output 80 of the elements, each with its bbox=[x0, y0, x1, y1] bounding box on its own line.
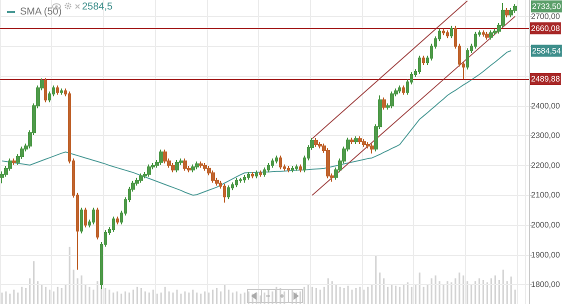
candlestick bbox=[175, 160, 179, 173]
candlestick bbox=[489, 30, 493, 40]
candlestick bbox=[279, 155, 282, 170]
candlestick bbox=[247, 171, 250, 180]
candlestick bbox=[354, 136, 358, 144]
y-tick-label: 1800,00 bbox=[531, 280, 560, 290]
candlestick bbox=[12, 158, 16, 166]
candlestick bbox=[446, 30, 449, 39]
candlestick bbox=[223, 183, 226, 204]
y-tick-label: 2300,00 bbox=[531, 131, 560, 140]
ref-line-label: 2489,88 bbox=[531, 74, 560, 84]
annotation: 2584,5 bbox=[82, 2, 114, 12]
annotation: 2584,54 bbox=[532, 46, 562, 56]
candlestick bbox=[291, 166, 294, 173]
candlestick bbox=[362, 138, 366, 148]
candlestick bbox=[450, 25, 453, 39]
candlestick bbox=[56, 85, 59, 96]
candlestick bbox=[482, 30, 485, 38]
candlestick bbox=[60, 88, 63, 96]
candlestick bbox=[251, 171, 254, 179]
candlestick bbox=[350, 137, 354, 144]
annotation: 2733,50 bbox=[532, 2, 562, 11]
candlestick bbox=[287, 166, 290, 173]
candlestick bbox=[199, 161, 203, 168]
y-tick-label: 2400,00 bbox=[531, 101, 560, 110]
candlestick bbox=[509, 8, 513, 18]
candlestick bbox=[139, 172, 143, 184]
candlestick bbox=[505, 8, 509, 18]
candlestick bbox=[442, 28, 445, 36]
candlestick bbox=[191, 164, 195, 173]
candlestick bbox=[44, 78, 47, 103]
candlestick bbox=[299, 164, 302, 173]
y-tick-label: 2700,00 bbox=[531, 12, 560, 21]
candlestick bbox=[382, 96, 386, 110]
candlestick bbox=[171, 162, 175, 173]
candlestick bbox=[211, 170, 215, 184]
candlestick bbox=[84, 207, 87, 228]
y-tick-label: 1900,00 bbox=[531, 250, 560, 260]
y-tick-label: 2200,00 bbox=[531, 160, 560, 170]
candlestick bbox=[358, 136, 362, 144]
candlestick bbox=[318, 142, 322, 149]
y-tick-label: 2100,00 bbox=[531, 190, 560, 200]
candlestick bbox=[183, 158, 187, 172]
candlestick bbox=[255, 170, 258, 179]
candlestick bbox=[422, 55, 425, 66]
candlestick bbox=[271, 158, 274, 168]
ref-line-label: 2660,08 bbox=[531, 24, 560, 33]
candlestick bbox=[466, 48, 469, 70]
candlestick bbox=[195, 161, 199, 170]
candlestick bbox=[147, 164, 151, 178]
candlestick bbox=[314, 137, 318, 148]
candlestick bbox=[239, 177, 242, 184]
candlestick bbox=[295, 164, 298, 172]
candlestick bbox=[227, 184, 230, 200]
candlestick bbox=[92, 207, 95, 225]
candlestick bbox=[159, 149, 163, 166]
candlestick bbox=[326, 148, 330, 179]
candlestick bbox=[370, 143, 374, 154]
candlestick bbox=[402, 85, 405, 96]
candlestick bbox=[275, 155, 278, 164]
candlestick bbox=[259, 170, 262, 178]
candlestick bbox=[116, 216, 119, 225]
candlestick bbox=[513, 4, 517, 14]
candlestick bbox=[398, 85, 401, 94]
y-tick-label: 2000,00 bbox=[531, 220, 560, 230]
candlestick bbox=[203, 162, 207, 172]
candlestick bbox=[80, 207, 83, 234]
candlestick bbox=[96, 207, 99, 240]
candlestick bbox=[243, 174, 246, 184]
candlestick bbox=[474, 31, 477, 50]
line-series bbox=[1, 50, 512, 196]
candlestick bbox=[235, 177, 238, 188]
legend-label: SMA (50) bbox=[20, 6, 62, 18]
candlestick bbox=[267, 162, 270, 173]
candlestick bbox=[418, 55, 421, 74]
candlestick bbox=[112, 216, 115, 232]
candlestick bbox=[163, 149, 167, 164]
candlestick bbox=[263, 167, 266, 178]
candlestick bbox=[390, 91, 394, 109]
candlestick bbox=[485, 31, 489, 40]
